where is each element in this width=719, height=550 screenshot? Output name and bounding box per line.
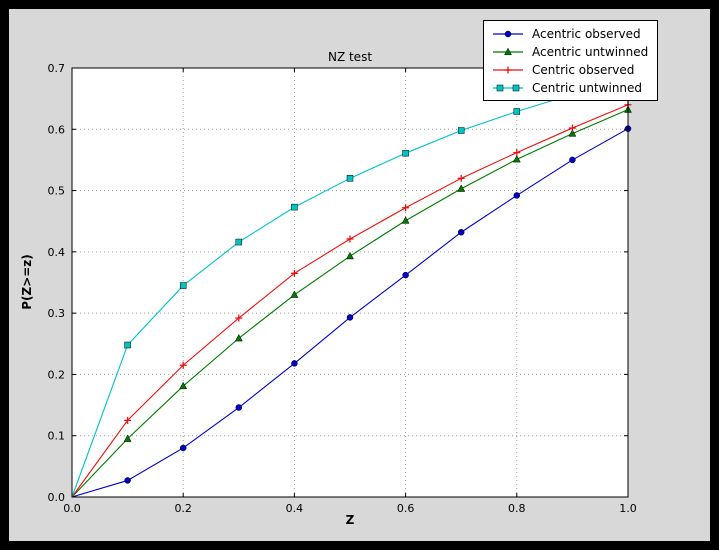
triangle-marker [568,129,577,137]
legend-label: Centric observed [532,62,635,77]
circle-marker [124,477,131,484]
y-tick-label: 0.3 [48,307,66,320]
x-tick-label: 1.0 [619,502,637,515]
y-tick-label: 0.5 [48,185,66,198]
y-tick-label: 0.7 [48,62,66,75]
triangle-marker [457,184,466,192]
legend: Acentric observed Acentric untwinned Centr… [483,20,659,101]
square-marker [496,84,504,91]
plus-marker [346,235,354,243]
plus-marker [504,66,512,73]
legend-label: Centric untwinned [532,80,643,95]
plus-marker [290,269,298,277]
circle-marker [346,314,354,321]
y-tick-label: 0.0 [48,491,66,504]
legend-item: Centric untwinned [491,80,648,95]
legend-item: Centric observed [491,62,648,77]
legend-item: Acentric untwinned [491,44,648,59]
square-marker [402,149,409,157]
plus-marker [568,124,576,132]
plus-marker [457,174,465,182]
chart-title: NZ test [328,50,372,64]
legend-label: Acentric observed [532,26,641,41]
axes-frame [71,67,629,498]
legend-item: Acentric observed [491,26,648,41]
triangle-marker [179,381,188,390]
y-tick-label: 0.4 [48,246,66,259]
square-marker [512,84,520,91]
triangle-marker [290,290,299,298]
legend-line-sample [493,30,523,37]
plus-marker [235,314,243,322]
square-marker [124,341,131,349]
x-tick-label: 0.8 [508,502,526,515]
circle-marker [402,271,409,279]
circle-marker [179,444,187,452]
triangle-marker [346,251,354,260]
triangle-marker [234,333,243,342]
legend-line-sample [493,84,523,91]
legend-line-sample [493,66,523,73]
y-tick-label: 0.6 [48,123,66,136]
x-axis-label: Z [346,513,355,527]
x-tick-label: 0.0 [63,502,81,515]
circle-marker [504,30,512,37]
y-tick-label: 0.2 [48,368,66,381]
square-marker [513,108,521,115]
x-tick-label: 0.2 [174,502,192,515]
x-tick-label: 0.6 [397,502,415,515]
plus-marker [179,361,187,369]
circle-marker [513,192,521,199]
square-marker [235,238,243,246]
legend-label: Acentric untwinned [532,44,649,59]
y-axis-label: P(Z>=z) [20,254,34,310]
circle-marker [569,156,576,164]
square-marker [291,203,298,211]
circle-marker [291,360,298,367]
plus-marker [402,204,410,212]
triangle-marker [512,154,521,163]
x-tick-label: 0.4 [286,502,304,515]
triangle-marker [401,216,410,224]
square-marker [179,282,187,289]
circle-marker [457,228,465,236]
circle-marker [235,404,243,411]
triangle-marker [123,434,132,442]
square-marker [346,175,354,182]
legend-line-sample [493,47,523,55]
y-tick-label: 0.1 [48,430,66,443]
plot-area [72,68,628,497]
plus-marker [513,149,521,157]
plus-marker [124,416,132,424]
triangle-marker [504,47,512,55]
square-marker [457,127,465,134]
